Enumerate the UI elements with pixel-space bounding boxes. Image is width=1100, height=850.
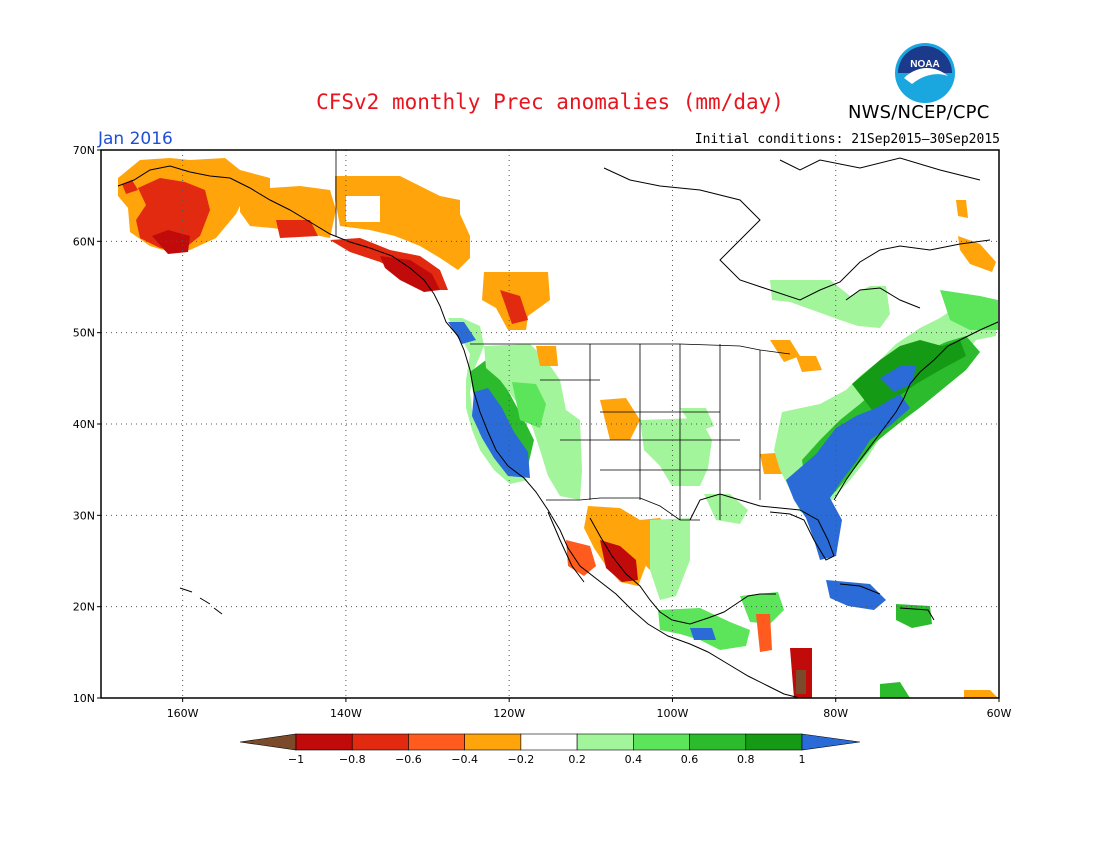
forecast-period: Jan 2016 bbox=[98, 129, 173, 149]
anomaly-shading bbox=[118, 158, 998, 698]
colorbar-segment bbox=[689, 733, 747, 751]
lat-tick-label: 50N bbox=[73, 327, 95, 340]
colorbar-segment bbox=[520, 733, 578, 751]
colorbar-segment bbox=[295, 733, 353, 751]
colorbar-max-arrow bbox=[801, 733, 861, 751]
lat-tick-label: 60N bbox=[73, 235, 95, 248]
lat-tick-label: 10N bbox=[73, 692, 95, 705]
colorbar-label: 1 bbox=[799, 753, 806, 766]
colorbar-segment bbox=[351, 733, 409, 751]
lon-tick-label: 140W bbox=[330, 707, 362, 720]
colorbar: −1 −0.8 −0.6 −0.4 −0.2 0.2 0.4 0.6 0.8 1 bbox=[239, 733, 861, 766]
lon-tick-label: 60W bbox=[987, 707, 1012, 720]
noaa-logo: NOAA bbox=[894, 42, 956, 104]
lon-tick-label: 160W bbox=[167, 707, 199, 720]
noaa-logo-text: NOAA bbox=[910, 59, 939, 70]
colorbar-label: −1 bbox=[288, 753, 304, 766]
longitude-labels: 160W 140W 120W 100W 80W 60W bbox=[167, 698, 1012, 720]
colorbar-label: −0.8 bbox=[339, 753, 366, 766]
colorbar-segment bbox=[633, 733, 690, 751]
lat-tick-label: 20N bbox=[73, 601, 95, 614]
colorbar-label: −0.4 bbox=[451, 753, 478, 766]
colorbar-label: 0.6 bbox=[681, 753, 699, 766]
lon-tick-label: 120W bbox=[493, 707, 525, 720]
colorbar-label: 0.2 bbox=[568, 753, 586, 766]
latitude-labels: 70N 60N 50N 40N 30N 20N 10N bbox=[73, 144, 101, 705]
coastlines bbox=[117, 157, 999, 698]
colorbar-label: 0.4 bbox=[625, 753, 643, 766]
colorbar-label: 0.8 bbox=[737, 753, 755, 766]
agency-label: NWS/NCEP/CPC bbox=[848, 102, 990, 123]
initial-conditions: Initial conditions: 21Sep2015–30Sep2015 bbox=[694, 132, 1000, 147]
colorbar-segment bbox=[745, 733, 803, 751]
lat-tick-label: 40N bbox=[73, 418, 95, 431]
chart-title: CFSv2 monthly Prec anomalies (mm/day) bbox=[316, 90, 784, 114]
colorbar-min-arrow bbox=[239, 733, 297, 751]
colorbar-segment bbox=[464, 733, 522, 751]
lat-tick-label: 70N bbox=[73, 144, 95, 157]
lat-tick-label: 30N bbox=[73, 509, 95, 522]
lon-tick-label: 80W bbox=[823, 707, 848, 720]
political-borders bbox=[335, 150, 791, 521]
colorbar-label: −0.6 bbox=[395, 753, 422, 766]
lon-tick-label: 100W bbox=[657, 707, 689, 720]
colorbar-segment bbox=[576, 733, 634, 751]
colorbar-label: −0.2 bbox=[508, 753, 535, 766]
colorbar-segment bbox=[408, 733, 465, 751]
